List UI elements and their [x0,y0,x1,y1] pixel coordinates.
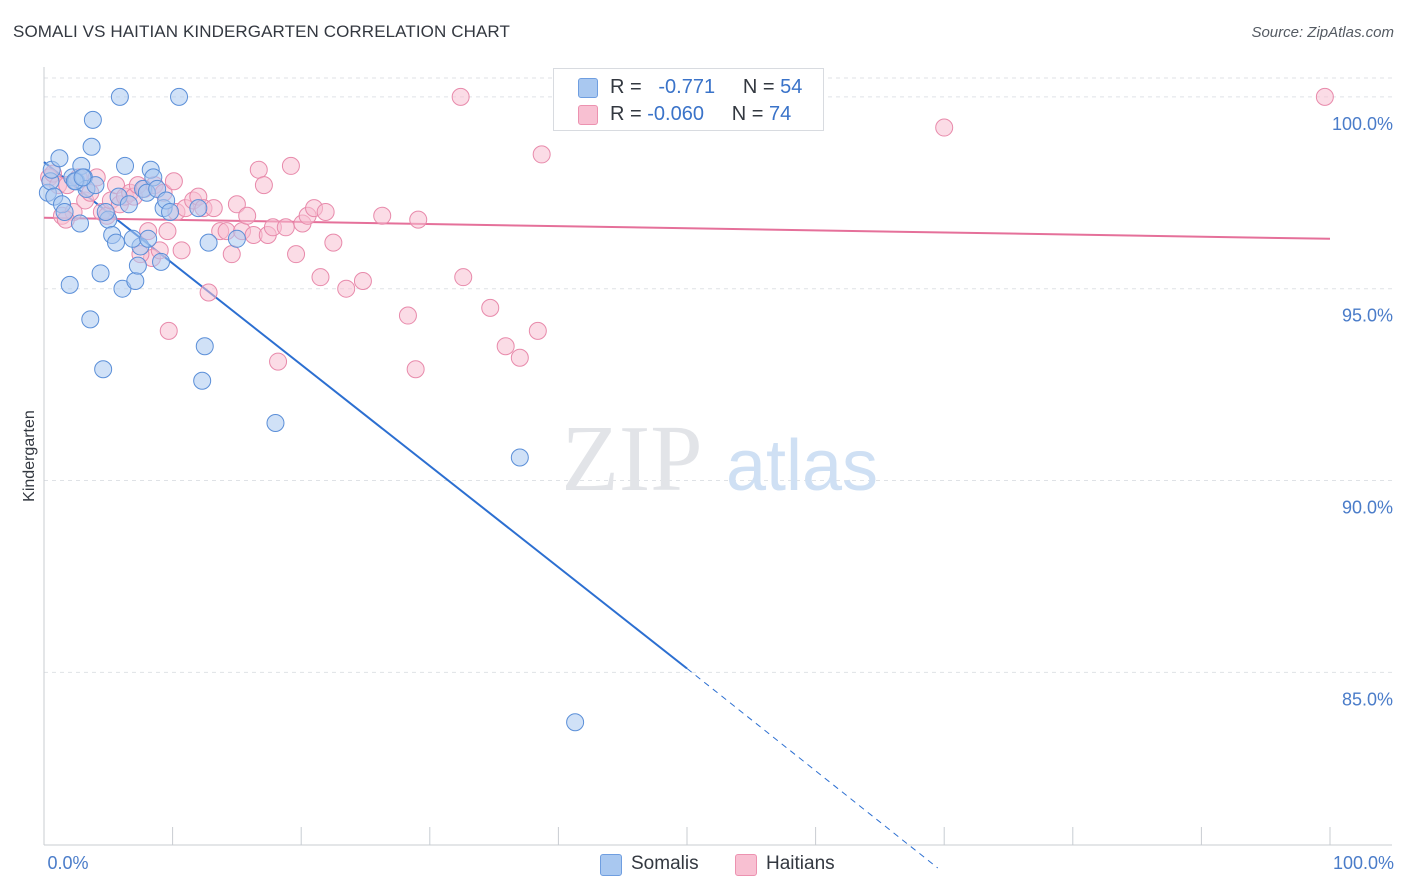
correlation-legend: R = -0.771 N = 54 R = -0.060 N = 74 [553,68,824,131]
bottom-legend-label-haitians: Haitians [766,853,835,874]
point-haitians [451,87,470,106]
point-haitians [311,268,330,287]
legend-r-label: R = [610,103,642,125]
point-haitians [935,118,954,137]
legend-text-haitians: R = -0.060 N = 74 [610,103,791,126]
point-somalis [55,202,74,221]
y-tick-label: 90.0% [1342,498,1393,518]
point-somalis [60,275,79,294]
point-haitians [204,199,223,218]
bottom-legend-swatch-somalis [600,854,622,876]
legend-swatch-haitians [578,105,598,125]
point-haitians [159,321,178,340]
point-somalis [126,272,145,291]
legend-n-label: N = [742,76,775,98]
x-tick-label: 100.0% [1333,853,1394,873]
point-somalis [189,199,208,218]
point-haitians [222,245,241,264]
point-haitians [199,283,218,302]
gridlines [44,77,1392,673]
point-haitians [172,241,191,260]
watermark-zip: ZIP [562,407,703,511]
data-points [38,87,1334,732]
point-somalis [170,87,189,106]
legend-r-label: R = [610,76,642,98]
y-tick-label: 100.0% [1332,114,1393,134]
point-haitians [287,245,306,264]
point-haitians [238,206,257,225]
point-somalis [123,229,142,248]
point-somalis [128,256,147,275]
y-tick-label: 85.0% [1342,689,1393,709]
bottom-legend-swatch-haitians [735,854,757,876]
watermark: ZIP atlas [562,407,879,511]
point-haitians [528,321,547,340]
legend-swatch-somalis [578,78,598,98]
axes: 85.0% 90.0% 95.0% 100.0% 0.0% 100.0% [43,67,1394,873]
y-axis-label: Kindergarten [21,410,38,502]
trend-line-haitians [43,216,1331,240]
point-somalis [152,252,171,271]
point-somalis [71,214,90,233]
point-somalis [91,264,110,283]
point-somalis [193,371,212,390]
point-somalis [119,195,138,214]
point-somalis [566,713,585,732]
legend-n-value-somalis: 54 [780,76,803,98]
point-somalis [116,156,135,175]
point-haitians [398,306,417,325]
chart-source: Source: ZipAtlas.com [1251,24,1394,41]
point-haitians [1315,87,1334,106]
point-somalis [266,413,285,432]
point-somalis [73,168,92,187]
point-somalis [82,137,101,156]
point-haitians [353,272,372,291]
point-haitians [316,202,335,221]
chart-title: SOMALI VS HAITIAN KINDERGARTEN CORRELATI… [13,22,510,41]
point-haitians [158,222,177,241]
point-somalis [107,233,126,252]
watermark-atlas: atlas [726,426,878,506]
y-tick-label: 95.0% [1342,306,1393,326]
point-haitians [532,145,551,164]
point-haitians [281,156,300,175]
point-somalis [139,229,158,248]
point-somalis [81,310,100,329]
point-somalis [110,87,129,106]
point-haitians [269,352,288,371]
legend-r-value-haitians: -0.060 [647,103,704,125]
point-haitians [454,268,473,287]
bottom-legend-label-somalis: Somalis [631,853,699,874]
point-somalis [94,360,113,379]
legend-n-value-haitians: 74 [769,103,792,125]
point-somalis [227,229,246,248]
point-haitians [164,172,183,191]
point-haitians [276,218,295,237]
legend-n-label: N = [731,103,764,125]
point-somalis [83,110,102,129]
point-somalis [199,233,218,252]
point-haitians [324,233,343,252]
point-haitians [481,298,500,317]
point-haitians [254,176,273,195]
point-somalis [195,337,214,356]
x-tick-label: 0.0% [47,853,88,873]
point-somalis [161,202,180,221]
trend-line-extension-somalis [686,668,939,869]
point-somalis [96,202,115,221]
point-haitians [373,206,392,225]
point-haitians [406,360,425,379]
legend-r-value-somalis: -0.771 [658,76,716,98]
point-haitians [409,210,428,229]
point-haitians [249,160,268,179]
point-somalis [50,149,69,168]
point-haitians [496,337,515,356]
point-somalis [510,448,529,467]
point-haitians [227,195,246,214]
point-haitians [510,348,529,367]
trend-lines [43,161,1331,869]
legend-text-somalis: R = -0.771 N = 54 [610,76,802,99]
point-haitians [337,279,356,298]
